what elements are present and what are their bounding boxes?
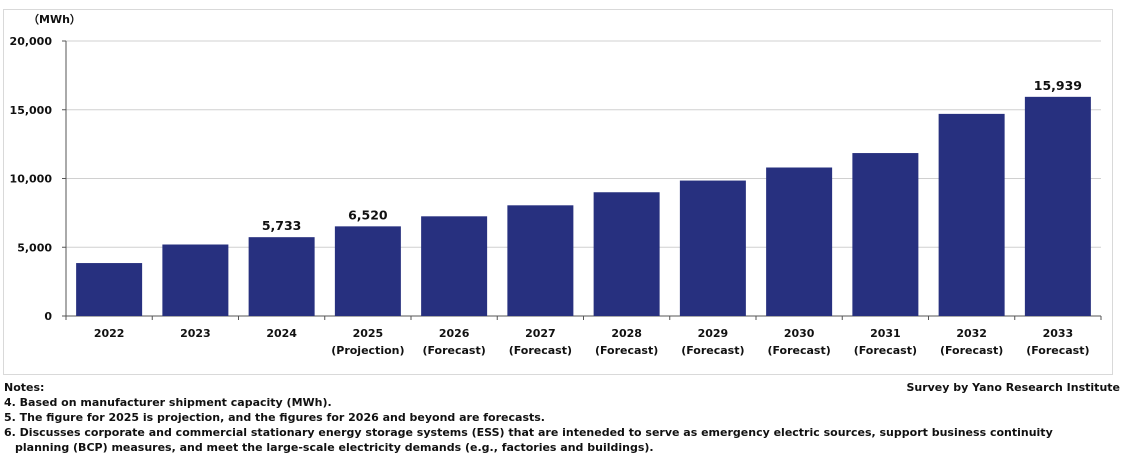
bar [766, 167, 833, 316]
y-tick-label: 15,000 [10, 104, 53, 117]
data-label: 6,520 [348, 207, 388, 222]
y-tick-label: 5,000 [17, 241, 52, 254]
bar [679, 180, 746, 316]
x-tick-sublabel: (Forecast) [595, 344, 658, 357]
bar-chart: （MWh） 0 5,000 10,000 15,000 20,000 2022 2023 202… [10, 13, 1102, 357]
x-tick-sublabel: (Forecast) [1026, 344, 1089, 357]
bar [1024, 96, 1091, 317]
note-item: 5. The figure for 2025 is projection, an… [4, 411, 545, 424]
x-tick-sublabel: (Forecast) [509, 344, 572, 357]
bar [852, 153, 919, 316]
x-tick-label: 2030 [784, 327, 815, 340]
y-tick-label: 20,000 [10, 35, 53, 48]
x-tick-sublabel: (Forecast) [681, 344, 744, 357]
x-tick-sublabel: (Forecast) [940, 344, 1003, 357]
x-tick-sublabel: (Projection) [331, 344, 404, 357]
x-tick-sublabel: (Forecast) [422, 344, 485, 357]
y-tick-label: 10,000 [10, 173, 53, 186]
bar [421, 216, 488, 316]
bar [593, 192, 660, 316]
chart-frame: （MWh） 0 5,000 10,000 15,000 20,000 2022 2023 202… [3, 9, 1113, 375]
x-tick-label: 2029 [698, 327, 729, 340]
data-label: 5,733 [262, 218, 302, 233]
x-tick-label: 2032 [956, 327, 987, 340]
x-tick-label: 2031 [870, 327, 901, 340]
x-tick-label: 2025 [353, 327, 384, 340]
x-tick-label: 2026 [439, 327, 470, 340]
x-tick-label: 2022 [94, 327, 125, 340]
bar [162, 244, 229, 316]
x-tick-label: 2023 [180, 327, 211, 340]
source-credit: Survey by Yano Research Institute [906, 381, 1120, 394]
bar [76, 263, 143, 316]
notes-heading: Notes: [4, 381, 45, 394]
x-tick-label: 2024 [266, 327, 297, 340]
x-tick-sublabel: (Forecast) [767, 344, 830, 357]
bar [507, 205, 574, 316]
x-tick-label: 2027 [525, 327, 556, 340]
bar [248, 237, 315, 316]
bar [938, 113, 1005, 316]
x-tick-label: 2033 [1043, 327, 1074, 340]
note-item: 4. Based on manufacturer shipment capaci… [4, 396, 332, 409]
y-axis-unit-label: （MWh） [28, 13, 81, 26]
data-label: 15,939 [1034, 78, 1082, 93]
note-item: 6. Discusses corporate and commercial st… [4, 426, 1053, 439]
x-tick-sublabel: (Forecast) [854, 344, 917, 357]
bar [334, 226, 401, 316]
notes-section: Notes: 4. Based on manufacturer shipment… [4, 380, 1120, 455]
y-tick-label: 0 [44, 310, 52, 323]
note-item-continuation: planning (BCP) measures, and meet the la… [15, 441, 654, 454]
x-tick-label: 2028 [611, 327, 642, 340]
